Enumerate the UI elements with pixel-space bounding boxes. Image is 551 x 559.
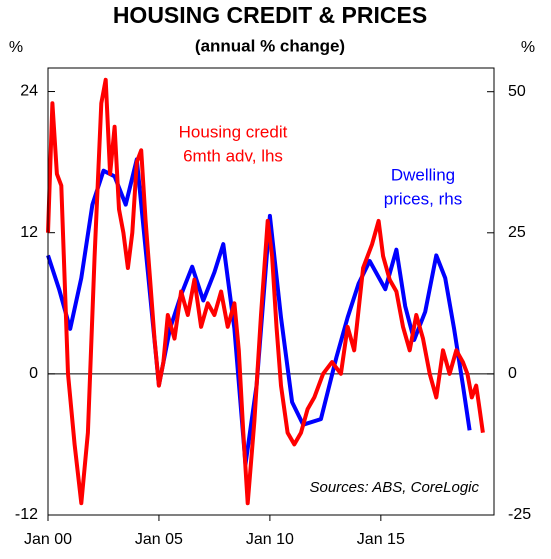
chart-title: HOUSING CREDIT & PRICES xyxy=(113,2,427,28)
x-tick-label: Jan 00 xyxy=(24,531,72,548)
chart-subtitle: (annual % change) xyxy=(195,36,345,55)
y-axis-label: % xyxy=(9,39,23,56)
y2-tick-label: -25 xyxy=(508,506,531,523)
y2-tick-label: 50 xyxy=(508,83,526,100)
series-label: Housing credit xyxy=(179,122,288,141)
x-tick-label: Jan 05 xyxy=(135,531,183,548)
x-tick-label: Jan 10 xyxy=(246,531,294,548)
series-label: Dwelling xyxy=(391,165,455,184)
plot-frame xyxy=(47,67,495,516)
source-note: Sources: ABS, CoreLogic xyxy=(309,479,479,496)
y2-axis-label: % xyxy=(521,39,535,56)
y2-tick-label: 25 xyxy=(508,224,526,241)
series-label: 6mth adv, lhs xyxy=(183,146,283,165)
x-tick-label: Jan 15 xyxy=(357,531,405,548)
y2-tick-label: 0 xyxy=(508,365,517,382)
y-tick-label: -12 xyxy=(15,506,38,523)
series-line xyxy=(46,77,485,506)
y-tick-label: 0 xyxy=(29,365,38,382)
series-label: prices, rhs xyxy=(384,189,462,208)
y-tick-label: 24 xyxy=(20,83,38,100)
y-tick-label: 12 xyxy=(20,224,38,241)
